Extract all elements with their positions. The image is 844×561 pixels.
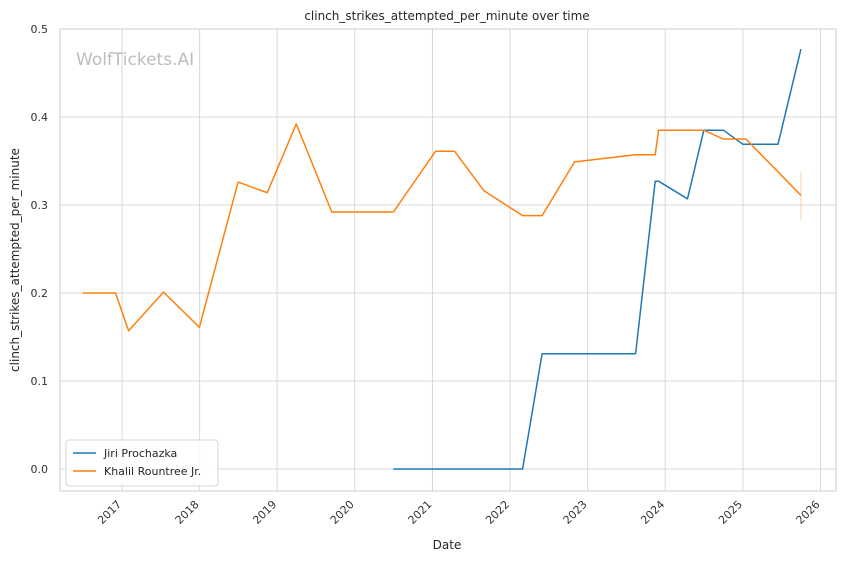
legend-label-khalil-rountree: Khalil Rountree Jr.: [104, 465, 201, 478]
legend-box: [65, 439, 219, 487]
x-axis-title: Date: [433, 538, 462, 552]
plot-frame: [59, 28, 837, 492]
chart-title: clinch_strikes_attempted_per_minute over…: [304, 9, 589, 23]
legend-label-jiri-prochazka: Jiri Prochazka: [103, 447, 177, 460]
watermark: WolfTickets.AI: [76, 50, 194, 70]
y-tick-label: 0.2: [31, 287, 49, 300]
legend: Jiri Prochazka Khalil Rountree Jr.: [65, 439, 219, 487]
y-tick-label: 0.3: [31, 199, 49, 212]
y-axis-ticks: 0.0 0.1 0.2 0.3 0.4 0.5: [31, 23, 49, 476]
y-tick-label: 0.5: [31, 23, 49, 36]
y-tick-label: 0.4: [31, 111, 49, 124]
plot-area: WolfTickets.AI: [59, 28, 837, 492]
y-tick-label: 0.1: [31, 375, 49, 388]
y-axis-title: clinch_strikes_attempted_per_minute: [8, 148, 22, 372]
y-tick-label: 0.0: [31, 463, 49, 476]
grid-lines: [60, 28, 836, 491]
series-layer: [82, 49, 802, 470]
series-line-khalil-rountree-jr: [82, 123, 802, 332]
series-line-jiri-prochazka: [393, 49, 802, 470]
